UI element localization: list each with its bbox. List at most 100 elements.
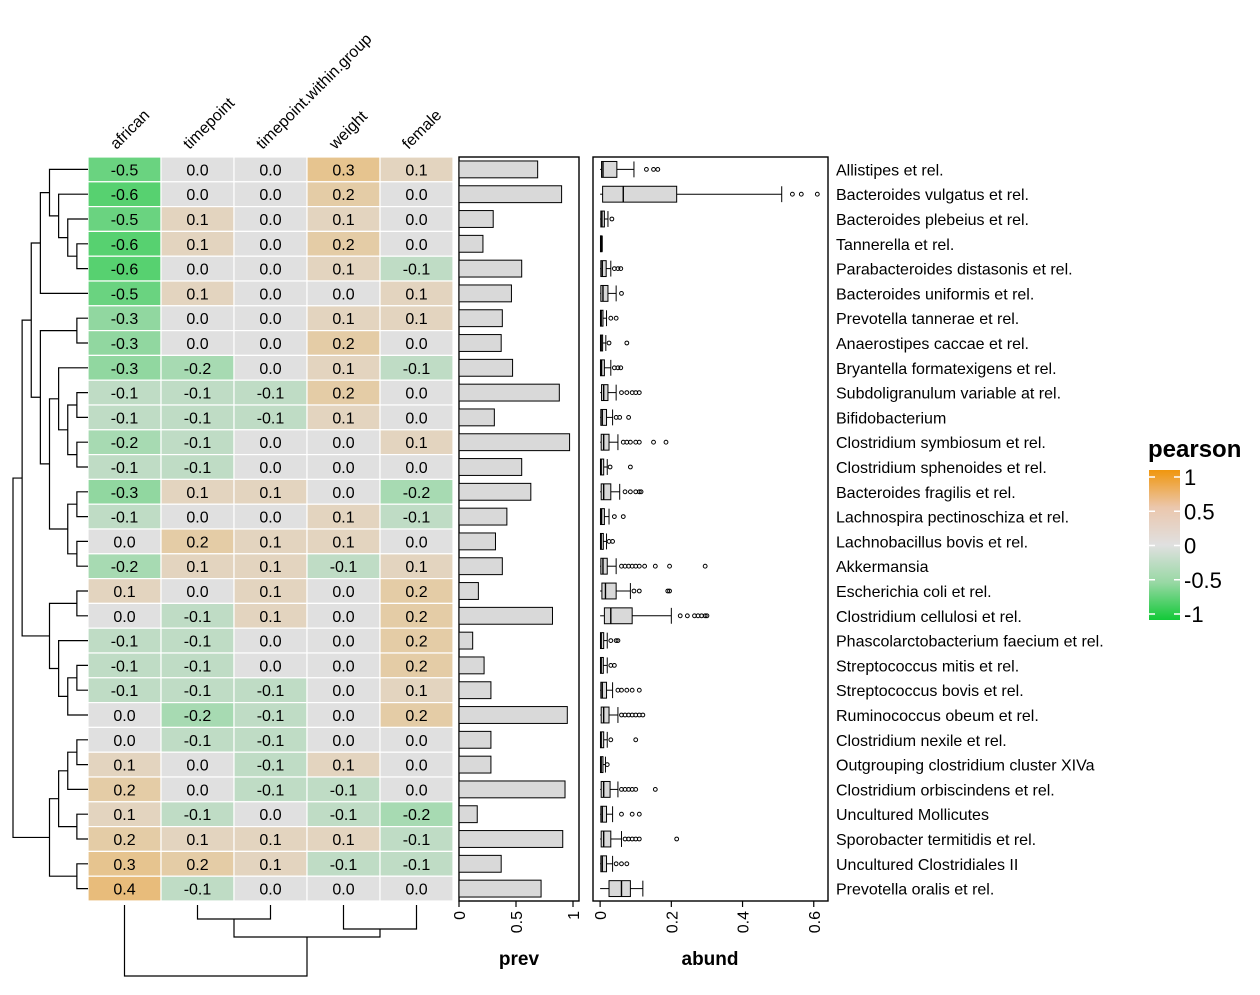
taxon-label: Bryantella formatexigens et rel. <box>836 361 1057 378</box>
abund-outlier-point <box>674 836 680 842</box>
heatmap-cell <box>160 280 235 307</box>
abund-outlier-point <box>611 663 617 668</box>
cell-value-label: 0.1 <box>186 237 208 254</box>
prev-bar <box>458 383 560 402</box>
cell-value-label: 0.2 <box>405 584 427 601</box>
abund-tick-label: 0.6 <box>807 911 824 933</box>
cell-value-label: 0.0 <box>332 609 354 626</box>
abund-box <box>601 582 617 600</box>
cell-value-label: -0.1 <box>257 683 285 700</box>
abund-outlier-point <box>617 415 623 420</box>
abund-outlier-point <box>619 811 624 817</box>
cell-value-label: -0.1 <box>184 683 212 700</box>
heatmap-cell <box>233 652 308 679</box>
cell-value-label: -0.1 <box>403 857 431 874</box>
heatmap-cell <box>87 627 162 654</box>
abund-box <box>603 607 633 625</box>
abund-outlier-point <box>640 712 646 718</box>
taxon-label: Bacteroides uniformis et rel. <box>836 286 1034 303</box>
cell-value-label: 0.1 <box>332 212 354 229</box>
legend-label: 1 <box>1184 465 1196 490</box>
cell-value-label: -0.1 <box>184 733 212 750</box>
heatmap-cell <box>87 776 162 803</box>
prev-axis-title: prev <box>499 949 540 970</box>
cell-value-label: 0.0 <box>405 534 427 551</box>
cell-value-label: -0.1 <box>403 832 431 849</box>
dendrogram-branch <box>67 404 77 456</box>
heatmap-cell <box>379 577 454 604</box>
heatmap-cell <box>379 553 454 580</box>
abund-outlier-point <box>619 687 624 693</box>
heatmap-cell <box>233 255 308 282</box>
cell-value-label: -0.1 <box>111 658 139 675</box>
taxon-label: Streptococcus bovis et rel. <box>836 683 1024 700</box>
cell-value-label: -0.3 <box>111 336 139 353</box>
cell-value-label: 0.3 <box>332 162 354 179</box>
abund-outlier-point <box>636 811 642 817</box>
prev-bar <box>458 160 539 179</box>
heatmap-cell <box>160 553 235 580</box>
heatmap-cell <box>306 577 381 604</box>
abund-outlier-point <box>608 315 614 321</box>
cell-value-label: 0.0 <box>259 237 281 254</box>
dendrogram-branch <box>76 243 88 270</box>
abund-outlier-point <box>607 464 613 470</box>
cell-value-label: 0.0 <box>405 212 427 229</box>
cell-value-label: -0.1 <box>330 559 358 576</box>
dendrogram-branch <box>58 640 88 697</box>
heatmap-cell <box>233 850 308 877</box>
prev-bar <box>458 780 566 799</box>
heatmap-cell <box>306 825 381 852</box>
cell-value-label: 0.0 <box>186 311 208 328</box>
heatmap-cell <box>306 652 381 679</box>
abund-outlier-point <box>618 365 624 371</box>
taxon-label: Uncultured Mollicutes <box>836 807 989 824</box>
abund-box <box>600 780 611 798</box>
column-labels: african timepoint timepoint.within.groupwe… <box>107 31 445 154</box>
cell-value-label: 0.0 <box>186 782 208 799</box>
cell-value-label: 0.0 <box>186 758 208 775</box>
abund-outlier-point <box>622 489 628 495</box>
cell-value-label: 0.0 <box>259 336 281 353</box>
prev-tick-label: 1 <box>566 911 583 920</box>
dendrogram-branch <box>48 602 77 670</box>
cell-value-label: 0.0 <box>259 361 281 378</box>
heatmap-cell <box>379 801 454 828</box>
abund-outlier-point <box>636 836 642 842</box>
cell-value-label: -0.2 <box>111 435 139 452</box>
heatmap-cell <box>233 503 308 530</box>
prev-bar <box>458 284 512 303</box>
taxon-label: Subdoligranulum variable at rel. <box>836 386 1061 403</box>
cell-value-label: 0.0 <box>186 510 208 527</box>
dendrogram-branch <box>196 905 272 920</box>
abund-box <box>600 830 612 848</box>
heatmap-cell <box>306 875 381 902</box>
abund-outlier-point <box>618 266 624 272</box>
abund-outlier-point <box>814 191 820 197</box>
heatmap-cell <box>87 528 162 555</box>
abund-box <box>608 880 631 898</box>
dendrogram-branch <box>76 739 88 766</box>
abund-outlier-point <box>629 687 635 693</box>
prev-bar <box>458 185 563 204</box>
cell-value-label: -0.1 <box>257 386 285 403</box>
cell-value-label: 0.0 <box>332 485 354 502</box>
cell-value-label: 0.1 <box>332 534 354 551</box>
heatmap-cell <box>379 850 454 877</box>
legend-label: -0.5 <box>1184 568 1222 593</box>
dendrogram-branch <box>76 813 88 840</box>
dendrogram-branch <box>67 677 88 716</box>
cell-value-label: 0.0 <box>259 212 281 229</box>
heatmap-cell <box>306 528 381 555</box>
cell-value-label: 0.0 <box>186 336 208 353</box>
abund-box <box>600 408 608 426</box>
abund-tick-label: 0.2 <box>664 911 681 933</box>
cell-value-label: 0.0 <box>405 733 427 750</box>
prev-bar <box>458 482 532 501</box>
taxon-label: Streptococcus mitis et rel. <box>836 658 1019 675</box>
abund-outlier-point <box>677 613 683 619</box>
cell-value-label: 0.3 <box>113 857 135 874</box>
heatmap-cell <box>379 379 454 406</box>
taxon-label: Allistipes et rel. <box>836 162 944 179</box>
